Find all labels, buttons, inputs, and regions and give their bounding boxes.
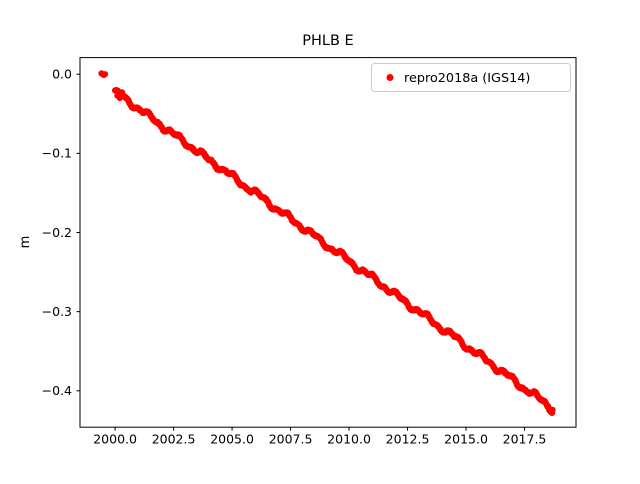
data-point — [549, 406, 556, 413]
y-tick-label: −0.2 — [42, 225, 72, 240]
x-tick-label: 2005.0 — [210, 432, 254, 447]
x-tick-label: 2015.0 — [444, 432, 488, 447]
plot-border — [79, 57, 577, 428]
data-point — [101, 71, 109, 78]
x-tick-label: 2000.0 — [93, 432, 137, 447]
axes: 2000.0 2002.5 2005.0 2007.5 2010.0 2012.5 2015… — [42, 57, 577, 447]
y-axis-label: m — [18, 236, 33, 249]
y-tick-label: 0.0 — [52, 67, 72, 82]
legend-marker-icon — [386, 74, 394, 81]
x-tick-label: 2012.5 — [386, 432, 430, 447]
y-tick-label: −0.4 — [42, 383, 72, 398]
x-tick-label: 2007.5 — [269, 432, 313, 447]
y-tick-label: −0.3 — [42, 304, 72, 319]
x-tick-label: 2002.5 — [152, 432, 196, 447]
x-tick-label: 2010.0 — [327, 432, 371, 447]
legend-label: repro2018a (IGS14) — [404, 71, 530, 86]
x-tick-label: 2017.5 — [503, 432, 547, 447]
y-tick-label: −0.1 — [42, 146, 72, 161]
chart-title: PHLB E — [302, 33, 353, 49]
legend: repro2018a (IGS14) — [371, 63, 571, 92]
legend-box — [371, 63, 571, 92]
series-repro2018a — [98, 70, 556, 416]
